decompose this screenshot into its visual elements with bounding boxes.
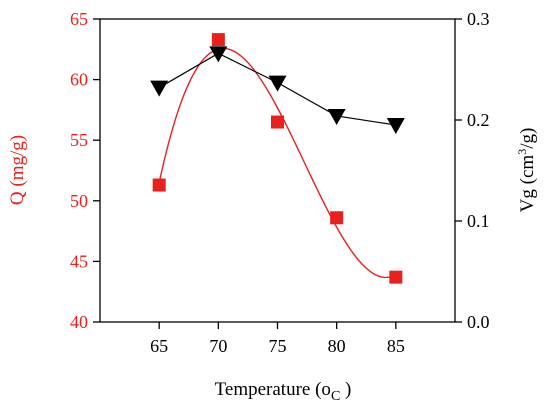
left-axis-ticks: 40 45 50 55 60 65 [70, 9, 100, 332]
x-tick-label: 75 [269, 336, 287, 356]
right-axis-label-tail: /g) [517, 128, 538, 149]
series-marks [150, 33, 405, 284]
x-tick-label: 85 [387, 336, 405, 356]
right-tick-label: 0.0 [467, 312, 490, 332]
q-point-square [330, 211, 344, 225]
left-tick-label: 55 [70, 130, 88, 150]
right-tick-label: 0.3 [467, 9, 490, 29]
vg-point-triangle [209, 46, 228, 63]
q-point-square [271, 115, 284, 129]
right-tick-label: 0.1 [467, 211, 490, 231]
x-tick-label: 70 [209, 336, 227, 356]
right-tick-label: 0.2 [467, 110, 490, 130]
right-axis-ticks: 0.0 0.1 0.2 0.3 [455, 9, 490, 332]
x-tick-label: 65 [150, 336, 168, 356]
x-axis-label-tail: ) [340, 379, 351, 400]
q-point-square [211, 33, 225, 47]
x-axis-label: Temperature (oC ) [215, 379, 352, 404]
vg-point-triangle [268, 75, 287, 92]
vg-point-triangle [327, 108, 346, 125]
x-axis-label-main: Temperature (o [215, 379, 331, 400]
right-axis-label: Vg (cm3/g) [515, 128, 538, 213]
left-tick-label: 50 [70, 191, 88, 211]
right-axis-label-main: Vg (cm [517, 155, 538, 213]
vg-point-triangle [386, 118, 405, 135]
x-axis-ticks: 65 70 75 80 85 [150, 322, 405, 356]
left-tick-label: 65 [70, 9, 88, 29]
q-fit-curve [158, 47, 397, 279]
left-tick-label: 40 [70, 312, 88, 332]
left-axis-label: Q (mg/g) [7, 135, 28, 205]
q-point-square [152, 178, 166, 192]
q-point-square [389, 270, 403, 284]
x-axis-label-sub: C [331, 389, 340, 404]
vg-point-triangle [150, 80, 169, 97]
right-axis-label-sup: 3 [515, 149, 529, 155]
x-tick-label: 80 [328, 336, 346, 356]
left-tick-label: 60 [70, 70, 88, 90]
left-tick-label: 45 [70, 251, 88, 271]
